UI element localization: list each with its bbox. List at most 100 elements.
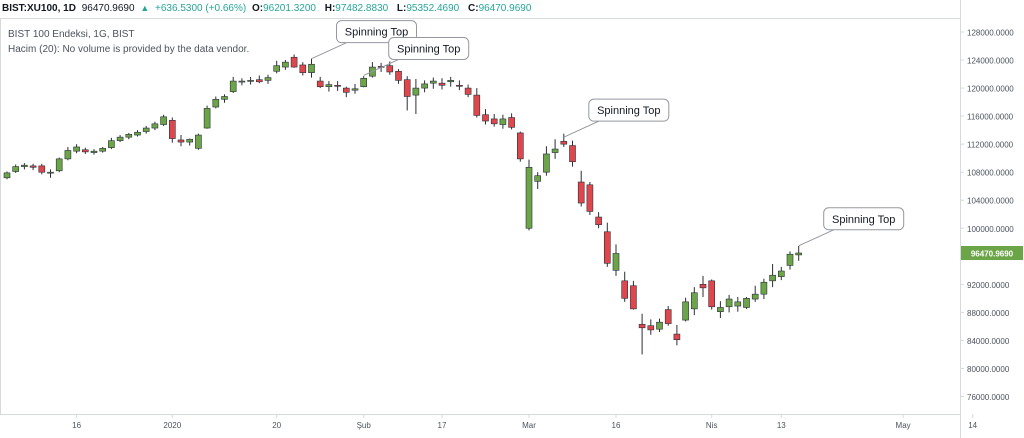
price-tick-label: 100000.0000 [967, 225, 1014, 234]
open-value: 96201.3200 [263, 3, 316, 14]
candle-body [690, 292, 698, 310]
candle-body [134, 131, 141, 136]
up-triangle-icon: ▲ [140, 3, 150, 13]
price-tick-label: 120000.0000 [967, 85, 1014, 94]
symbol-name[interactable]: BIST:XU100, 1D [2, 3, 76, 14]
time-tick-label: 16 [612, 421, 621, 430]
candle-body [682, 301, 689, 321]
candle-body [508, 117, 515, 128]
price-tick-label: 88000.0000 [967, 309, 1010, 318]
candle-body [769, 274, 776, 282]
candle-body [264, 77, 272, 81]
candle-body [795, 252, 803, 256]
candle-body [403, 79, 411, 97]
last-price-value: 96470.9690 [81, 3, 135, 14]
candle-body [82, 149, 89, 153]
time-tick-label: 13 [777, 421, 786, 430]
time-tick-label: 20 [272, 421, 281, 430]
candle-body [708, 280, 716, 308]
candle-body [90, 150, 98, 153]
candle-body [360, 77, 368, 87]
index-description[interactable]: BIST 100 Endeksi, 1G, BIST [8, 29, 135, 40]
candle-body [447, 80, 455, 83]
legend-panel: BIST 100 Endeksi, 1G, BIST Hacim (20): N… [8, 27, 249, 57]
symbol-header: BIST:XU100, 1D 96470.9690 ▲ +636.5300 (+… [0, 0, 962, 16]
candle-body [273, 65, 281, 72]
candle-body [325, 84, 333, 87]
candle-body [282, 61, 289, 68]
price-axis[interactable]: 76000.0000 80000.0000 84000.0000 88000.0000… [960, 0, 1014, 438]
candle-body [290, 56, 298, 68]
ohlc-close: C:96470.9690 [468, 3, 534, 14]
candle-body [725, 298, 733, 308]
close-label: C: [468, 3, 479, 14]
price-tick-label: 116000.0000 [967, 113, 1014, 122]
candle-body [499, 118, 507, 125]
candle-body [116, 136, 124, 141]
candle-body [308, 63, 315, 73]
annotation-pointer [798, 229, 834, 247]
high-label: H: [324, 3, 336, 14]
ohlc-open: O:96201.3200 [252, 3, 319, 14]
candle-body [299, 64, 307, 73]
high-value: 97482.8830 [335, 3, 389, 14]
candle-body [586, 184, 594, 212]
annotation-pointer [563, 120, 600, 138]
candle-body [603, 231, 611, 264]
candle-body [21, 164, 28, 167]
candle-body [421, 83, 428, 89]
candle-body [464, 87, 472, 95]
candle-body [177, 139, 185, 143]
candle-body [412, 87, 420, 96]
candle-body [73, 146, 80, 152]
candle-body [334, 84, 341, 87]
last-price-tag: 96470.9690 [961, 245, 1023, 260]
time-axis[interactable]: 16202020Şub17Mar16Nis13May14Haz [72, 414, 1024, 430]
last-price-badge [961, 245, 1023, 260]
ohlc-high: H:97482.8830 [325, 3, 391, 14]
candle-body [490, 118, 498, 125]
close-value: 96470.9690 [478, 3, 532, 14]
candle-body [108, 140, 115, 148]
candle-body [743, 298, 750, 308]
price-tick-label: 80000.0000 [967, 365, 1010, 374]
candle-body [751, 293, 759, 300]
candle-body [125, 134, 133, 138]
open-label: O: [252, 3, 264, 14]
candle-body [673, 333, 681, 341]
candle-body [621, 280, 629, 299]
candle-body [525, 166, 533, 229]
time-tick-label: May [896, 421, 911, 430]
candle-body [316, 80, 324, 87]
candle-body [351, 88, 359, 91]
candle-body [699, 284, 707, 289]
candle-body [221, 96, 228, 100]
time-tick-label: Şub [357, 421, 372, 430]
annotation-label: Spinning Top [345, 27, 408, 39]
annotation-pointer [363, 59, 399, 76]
volume-notice[interactable]: Hacim (20): No volume is provided by the… [8, 44, 250, 55]
time-tick-label: Mar [522, 421, 536, 430]
candle-body [516, 132, 524, 160]
candle-body [64, 150, 72, 160]
candle-body [342, 87, 350, 93]
candle-body [55, 158, 63, 172]
price-tick-label: 108000.0000 [967, 169, 1014, 178]
candle-body [12, 166, 19, 172]
candle-body [438, 82, 446, 86]
annotation-layer: Spinning Top Spinning Top Spinning Top Spin… [311, 20, 905, 247]
annotation-box [388, 36, 470, 60]
time-tick-label: 17 [438, 421, 447, 430]
candle-body [195, 134, 202, 149]
candle-body [29, 165, 37, 168]
candle-body [777, 270, 785, 277]
candle-body [386, 65, 394, 73]
candle-body [551, 148, 559, 153]
candle-body [786, 253, 794, 266]
candle-body [612, 253, 620, 271]
candle-body [473, 94, 481, 116]
last-price-badge-label: 96470.9690 [971, 249, 1014, 258]
candle-body [38, 165, 46, 173]
price-tick-label: 112000.0000 [967, 141, 1014, 150]
